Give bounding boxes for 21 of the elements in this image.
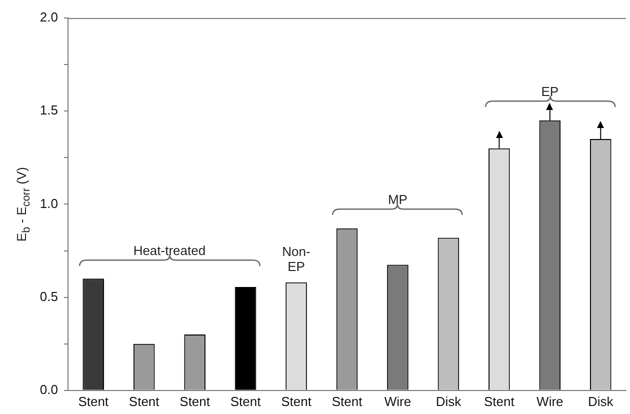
x-tick-label: Wire bbox=[384, 394, 412, 409]
x-tick-label: Stent bbox=[128, 394, 160, 409]
y-tick-label: 0.5 bbox=[40, 288, 58, 304]
x-tick-label: Stent bbox=[78, 394, 109, 409]
x-tick-label: Stent bbox=[484, 394, 515, 409]
y-tick-label: 1.0 bbox=[40, 196, 58, 211]
annotation: EP bbox=[540, 84, 560, 100]
x-tick-label: Stent bbox=[180, 394, 210, 409]
y-tick-label: 0.0 bbox=[40, 382, 58, 397]
x-tick-label: Stent bbox=[230, 394, 262, 409]
y-tick-label: 1.5 bbox=[40, 102, 58, 118]
x-tick-label: Disk bbox=[436, 394, 462, 409]
x-tick-label: Wire bbox=[536, 394, 564, 409]
annotation: Non-EP bbox=[282, 244, 311, 274]
annotation: Heat-treated bbox=[132, 242, 207, 258]
annotation: MP bbox=[386, 192, 408, 208]
bar bbox=[234, 287, 256, 390]
y-tick-label: 2.0 bbox=[40, 10, 58, 25]
x-tick-label: Disk bbox=[588, 394, 614, 409]
x-tick-label: Stent bbox=[281, 394, 312, 409]
x-tick-label: Stent bbox=[332, 394, 363, 409]
